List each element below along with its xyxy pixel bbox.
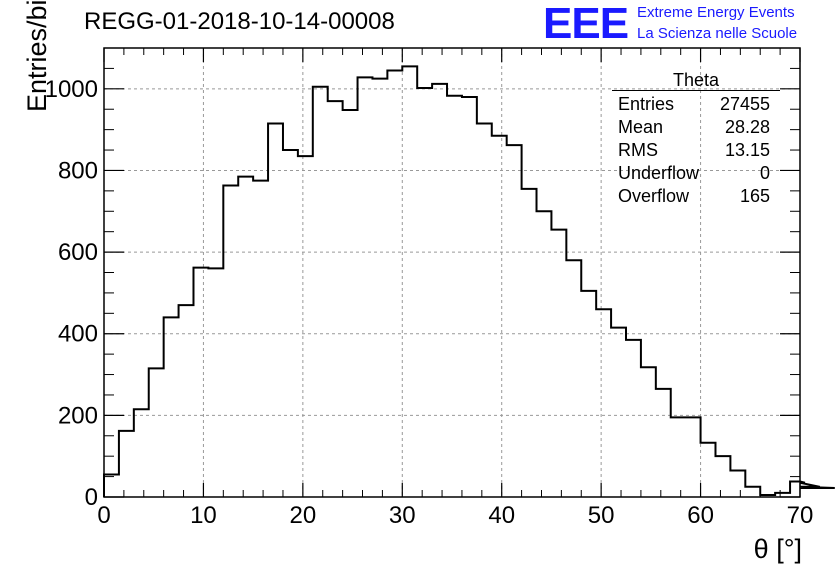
stats-row-entries: Entries 27455 bbox=[612, 93, 780, 116]
plot-frame bbox=[103, 47, 801, 498]
y-tick-label: 400 bbox=[58, 321, 98, 348]
stats-value: 0 bbox=[759, 163, 770, 183]
x-tick-label: 10 bbox=[190, 502, 217, 529]
histogram-series-line bbox=[103, 65, 835, 497]
chart-title: REGG-01-2018-10-14-00008 bbox=[84, 8, 395, 35]
x-tick-label: 50 bbox=[588, 502, 615, 529]
y-tick-label: 800 bbox=[58, 157, 98, 184]
stats-box: Theta Entries 27455 Mean 28.28 RMS 13.15… bbox=[612, 70, 780, 208]
stats-label: Mean bbox=[618, 117, 664, 137]
logo-text-line-1: Extreme Energy Events bbox=[637, 4, 795, 21]
x-tick-label: 40 bbox=[488, 502, 515, 529]
x-tick-label: 60 bbox=[687, 502, 714, 529]
stats-value: 13.15 bbox=[724, 140, 770, 160]
y-tick-label: 200 bbox=[58, 402, 98, 429]
stats-value: 165 bbox=[739, 186, 770, 206]
stats-row-mean: Mean 28.28 bbox=[612, 116, 780, 139]
stats-label: Overflow bbox=[618, 186, 690, 206]
stats-value: 27455 bbox=[719, 94, 770, 114]
grid-lines bbox=[104, 48, 800, 497]
stats-title: Theta bbox=[612, 70, 780, 91]
stats-label: RMS bbox=[618, 140, 658, 160]
stats-label: Entries bbox=[618, 94, 675, 114]
x-tick-label: 20 bbox=[290, 502, 317, 529]
y-tick-label: 1000 bbox=[45, 76, 98, 103]
y-axis-label: Entries/bin bbox=[22, 0, 52, 112]
y-tick-label: 600 bbox=[58, 239, 98, 266]
y-tick-label: 0 bbox=[85, 484, 98, 511]
stats-row-overflow: Overflow 165 bbox=[612, 185, 780, 208]
eee-logo: EEE bbox=[543, 0, 629, 48]
tick-labels: 0 10 20 30 40 50 60 70 0 200 400 600 800 1000 bbox=[45, 76, 814, 529]
stats-row-rms: RMS 13.15 bbox=[612, 139, 780, 162]
logo-text-line-2: La Scienza nelle Scuole bbox=[637, 25, 798, 42]
stats-label: Underflow bbox=[618, 163, 700, 183]
x-tick-label: 30 bbox=[389, 502, 416, 529]
stats-value: 28.28 bbox=[724, 117, 770, 137]
stats-row-underflow: Underflow 0 bbox=[612, 162, 780, 185]
x-axis-label: θ [°] bbox=[753, 534, 802, 564]
x-tick-label: 0 bbox=[97, 502, 110, 529]
x-tick-label: 70 bbox=[787, 502, 814, 529]
